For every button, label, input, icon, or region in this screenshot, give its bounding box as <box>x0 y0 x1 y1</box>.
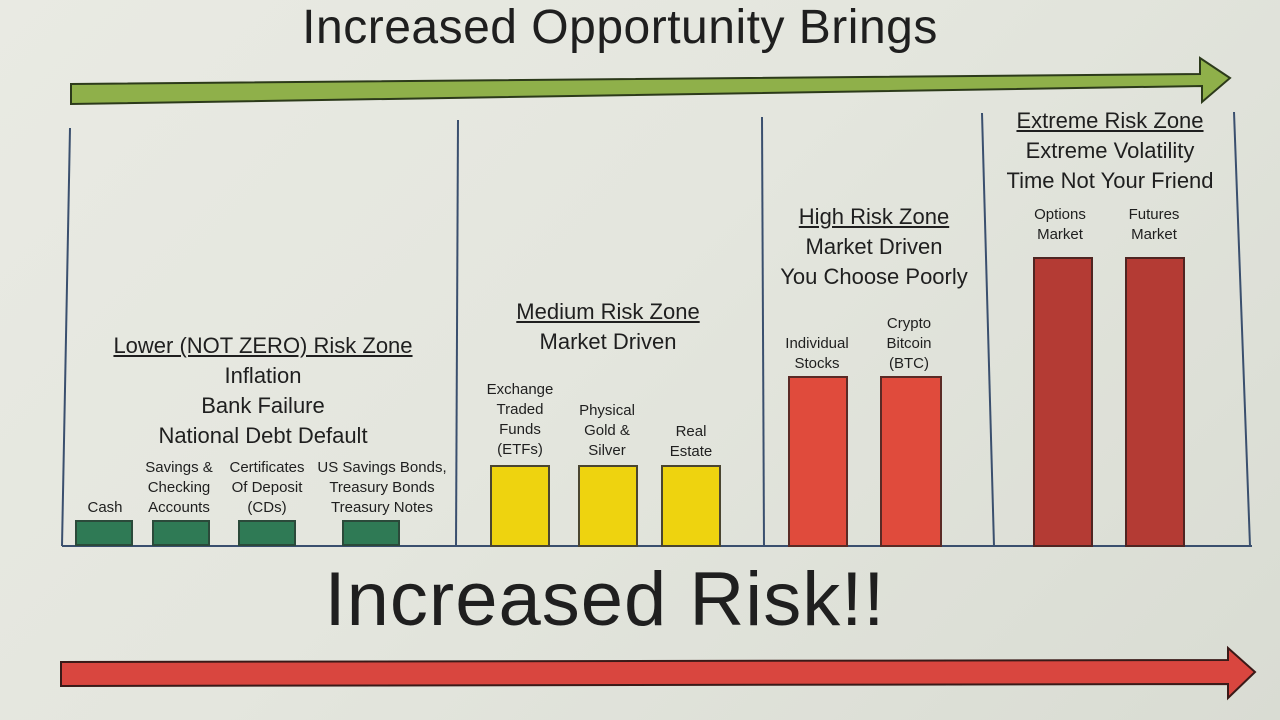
bar-cash <box>75 520 133 546</box>
item-label-etfs: Exchange Traded Funds (ETFs) <box>486 381 554 458</box>
low-risk-line: Bank Failure <box>201 393 325 418</box>
bar-etfs <box>490 465 550 547</box>
low-risk-line: Inflation <box>224 363 302 388</box>
bar-cds <box>238 520 296 546</box>
item-label-treasuries: US Savings Bonds, Treasury Bonds Treasur… <box>317 459 447 516</box>
medium-risk-line: Market Driven <box>539 329 677 354</box>
extreme-risk-zone-heading: Extreme Risk Zone <box>1016 108 1204 133</box>
high-risk-line: You Choose Poorly <box>780 264 968 289</box>
item-label-real-estate: Real Estate <box>669 423 713 460</box>
bar-savings-checking <box>152 520 210 546</box>
item-label-cds: Certificates Of Deposit (CDs) <box>229 459 305 516</box>
item-label-options-market: Options Market <box>1034 206 1086 243</box>
bar-options-market <box>1033 257 1093 547</box>
low-risk-line: National Debt Default <box>158 423 368 448</box>
bar-real-estate <box>661 465 721 547</box>
bar-gold-silver <box>578 465 638 547</box>
extreme-risk-line: Time Not Your Friend <box>1006 168 1214 193</box>
medium-risk-zone-text: Medium Risk Zone Market Driven <box>458 297 758 357</box>
high-risk-zone-heading: High Risk Zone <box>798 204 950 229</box>
divider-high-extreme <box>981 112 995 547</box>
bar-futures-market <box>1125 257 1185 547</box>
divider-left <box>61 127 71 547</box>
bar-crypto <box>880 376 942 547</box>
divider-low-medium <box>455 119 459 547</box>
low-risk-zone-text: Lower (NOT ZERO) Risk Zone Inflation Ban… <box>68 331 458 451</box>
extreme-risk-line: Extreme Volatility <box>1025 138 1195 163</box>
low-risk-zone-heading: Lower (NOT ZERO) Risk Zone <box>113 333 413 358</box>
divider-right <box>1233 111 1251 547</box>
item-label-individual-stocks: Individual Stocks <box>785 335 849 372</box>
risk-arrow <box>60 645 1257 701</box>
bar-individual-stocks <box>788 376 848 547</box>
top-title: Increased Opportunity Brings <box>302 1 938 54</box>
high-risk-zone-text: High Risk Zone Market Driven You Choose … <box>764 202 984 292</box>
item-label-cash: Cash <box>87 499 123 516</box>
divider-medium-high <box>761 116 765 547</box>
item-label-crypto: Crypto Bitcoin (BTC) <box>886 315 932 372</box>
opportunity-arrow <box>70 56 1232 106</box>
high-risk-line: Market Driven <box>805 234 943 259</box>
bottom-title: Increased Risk!! <box>324 557 886 642</box>
medium-risk-zone-heading: Medium Risk Zone <box>516 299 700 324</box>
extreme-risk-zone-text: Extreme Risk Zone Extreme Volatility Tim… <box>985 106 1235 196</box>
item-label-futures-market: Futures Market <box>1128 206 1180 243</box>
item-label-savings-checking: Savings & Checking Accounts <box>145 459 213 516</box>
item-label-gold-silver: Physical Gold & Silver <box>579 402 635 459</box>
bar-treasuries <box>342 520 400 546</box>
